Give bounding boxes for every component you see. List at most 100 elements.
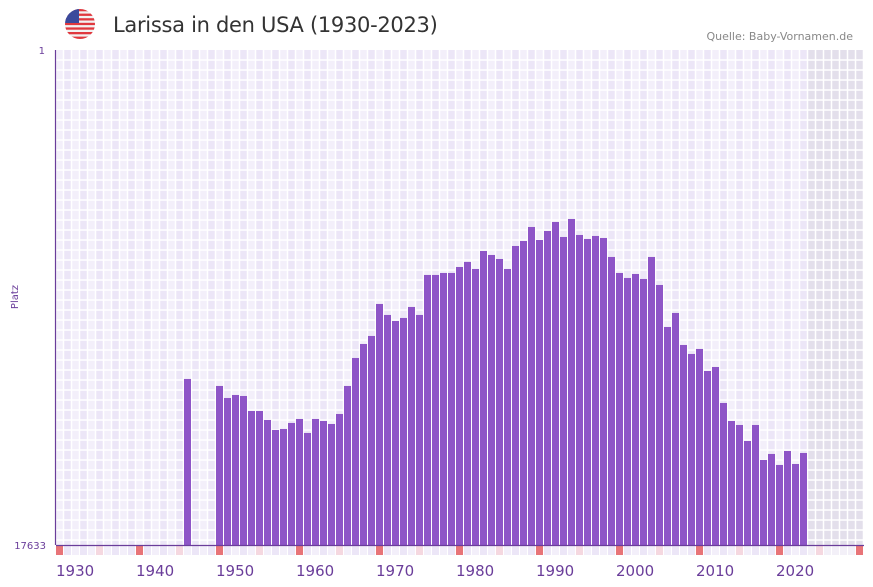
bar-1997 bbox=[592, 235, 599, 545]
y-tick-label-top: 1 bbox=[39, 46, 45, 57]
bar-2019 bbox=[768, 453, 775, 545]
bar-2006 bbox=[664, 326, 671, 545]
year-marker bbox=[200, 546, 207, 555]
year-marker bbox=[272, 546, 279, 555]
bar-2008 bbox=[680, 344, 687, 545]
year-marker bbox=[576, 546, 583, 555]
year-marker bbox=[656, 546, 663, 555]
grid-column bbox=[192, 50, 200, 545]
grid-column bbox=[816, 50, 824, 545]
year-marker bbox=[488, 546, 495, 555]
grid-column bbox=[368, 50, 376, 545]
bar-2005 bbox=[656, 284, 663, 545]
bar-1998 bbox=[600, 237, 607, 545]
year-marker bbox=[560, 546, 567, 555]
bar-1999 bbox=[608, 256, 615, 545]
year-marker bbox=[448, 546, 455, 555]
year-marker bbox=[800, 546, 807, 555]
year-marker bbox=[296, 546, 303, 555]
bar-2001 bbox=[624, 277, 631, 545]
grid-column bbox=[728, 50, 736, 545]
grid-column bbox=[848, 50, 856, 545]
grid-column bbox=[120, 50, 128, 545]
y-tick-label-bottom: 17633 bbox=[14, 541, 46, 552]
year-marker bbox=[232, 546, 239, 555]
grid-column bbox=[168, 50, 176, 545]
grid-column bbox=[384, 50, 392, 545]
bar-1952 bbox=[232, 394, 239, 545]
bar-1990 bbox=[536, 239, 543, 546]
grid-column bbox=[72, 50, 80, 545]
bar-1958 bbox=[280, 428, 287, 545]
year-marker bbox=[80, 546, 87, 555]
grid-column bbox=[344, 50, 352, 545]
bar-1995 bbox=[576, 234, 583, 545]
bar-1950 bbox=[216, 385, 223, 545]
year-marker bbox=[440, 546, 447, 555]
y-axis-title: Platz bbox=[10, 285, 21, 309]
grid-column bbox=[304, 50, 312, 545]
bar-1994 bbox=[568, 218, 575, 545]
year-marker bbox=[664, 546, 671, 555]
bar-2015 bbox=[736, 424, 743, 545]
grid-column bbox=[96, 50, 104, 545]
year-marker bbox=[160, 546, 167, 555]
year-marker bbox=[288, 546, 295, 555]
bar-2003 bbox=[640, 278, 647, 545]
grid-column bbox=[352, 50, 360, 545]
bar-1960 bbox=[296, 418, 303, 545]
us-flag-icon bbox=[65, 9, 95, 39]
year-marker bbox=[592, 546, 599, 555]
grid-column bbox=[776, 50, 784, 545]
year-marker bbox=[88, 546, 95, 555]
grid-column bbox=[328, 50, 336, 545]
bar-2011 bbox=[704, 370, 711, 545]
bar-1971 bbox=[384, 314, 391, 545]
year-marker bbox=[648, 546, 655, 555]
year-marker bbox=[752, 546, 759, 555]
grid-column bbox=[752, 50, 760, 545]
year-marker bbox=[352, 546, 359, 555]
year-marker bbox=[400, 546, 407, 555]
year-marker bbox=[224, 546, 231, 555]
grid-column bbox=[720, 50, 728, 545]
year-marker bbox=[848, 546, 855, 555]
bar-1986 bbox=[504, 268, 511, 545]
grid-column bbox=[336, 50, 344, 545]
year-marker bbox=[688, 546, 695, 555]
bar-2013 bbox=[720, 402, 727, 545]
x-tick-label: 2000 bbox=[616, 562, 654, 580]
grid-column bbox=[264, 50, 272, 545]
year-marker bbox=[240, 546, 247, 555]
year-marker bbox=[392, 546, 399, 555]
bar-1983 bbox=[480, 250, 487, 546]
grid-column bbox=[312, 50, 320, 545]
year-marker bbox=[96, 546, 103, 555]
year-marker bbox=[552, 546, 559, 555]
grid-column bbox=[664, 50, 672, 545]
bar-2009 bbox=[688, 353, 695, 545]
bar-2000 bbox=[616, 272, 623, 545]
bar-1977 bbox=[432, 274, 439, 545]
year-marker bbox=[616, 546, 623, 555]
grid-column bbox=[792, 50, 800, 545]
bar-1981 bbox=[464, 261, 471, 545]
grid-column bbox=[80, 50, 88, 545]
x-tick-label: 2010 bbox=[696, 562, 734, 580]
year-marker bbox=[808, 546, 815, 555]
x-tick-label: 1960 bbox=[296, 562, 334, 580]
bar-1982 bbox=[472, 268, 479, 545]
bar-1959 bbox=[288, 422, 295, 545]
year-marker bbox=[128, 546, 135, 555]
bar-2023 bbox=[800, 452, 807, 545]
grid-column bbox=[696, 50, 704, 545]
year-marker bbox=[368, 546, 375, 555]
year-marker bbox=[744, 546, 751, 555]
grid-column bbox=[56, 50, 64, 545]
grid-column bbox=[808, 50, 816, 545]
grid-column bbox=[392, 50, 400, 545]
year-marker bbox=[704, 546, 711, 555]
year-marker bbox=[152, 546, 159, 555]
year-marker bbox=[120, 546, 127, 555]
grid-column bbox=[176, 50, 184, 545]
